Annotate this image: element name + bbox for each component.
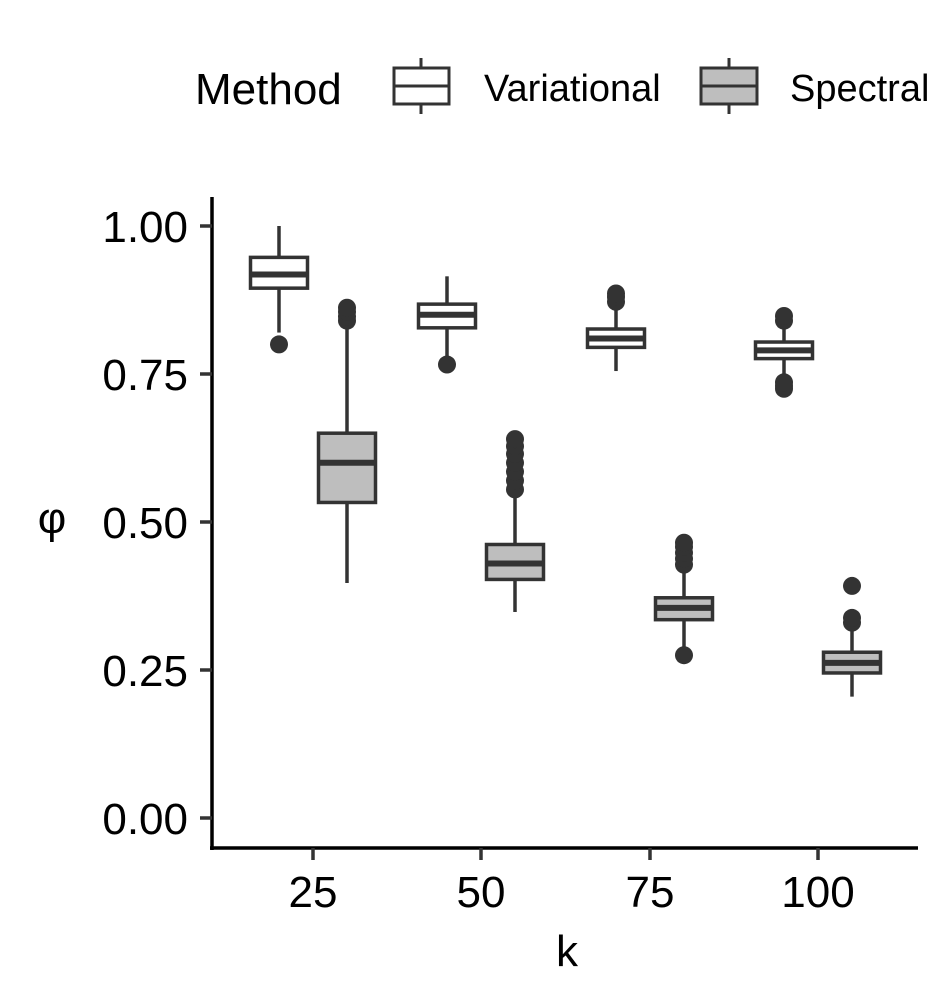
box-spectral-50	[484, 430, 546, 612]
box-variational-75	[585, 284, 647, 372]
legend-title: Method	[195, 65, 342, 114]
legend-label-variational: Variational	[484, 68, 661, 110]
x-tick-label: 75	[626, 868, 675, 917]
outlier-point	[843, 608, 861, 627]
y-tick-label: 0.25	[102, 647, 188, 696]
x-tick-label: 25	[289, 868, 338, 917]
outlier-point	[775, 373, 793, 392]
outlier-point	[438, 355, 456, 374]
axes: 0.00 0.25 0.50 0.75 1.00 25 50 75 100 k φ	[38, 197, 918, 976]
x-axis-label: k	[556, 927, 579, 976]
y-tick-label: 1.00	[102, 203, 188, 252]
y-tick-label: 0.00	[102, 795, 188, 844]
iqr-box	[316, 431, 378, 505]
outlier-point	[506, 430, 524, 449]
y-tick-label: 0.75	[102, 351, 188, 400]
legend: Method Variational Spectral	[195, 58, 929, 114]
legend-label-spectral: Spectral	[790, 68, 929, 110]
box-spectral-75	[653, 533, 715, 665]
legend-key-spectral	[699, 58, 759, 114]
outlier-point	[843, 576, 861, 595]
plot-area	[248, 226, 883, 697]
box-variational-100	[753, 306, 815, 398]
outlier-point	[270, 335, 288, 354]
box-variational-25	[248, 226, 310, 354]
outlier-point	[675, 533, 693, 552]
x-tick-label: 100	[781, 868, 854, 917]
x-tick-label: 50	[457, 868, 506, 917]
outlier-point	[675, 646, 693, 665]
legend-key-variational	[392, 58, 451, 114]
box-spectral-100	[821, 576, 883, 697]
y-tick-label: 0.50	[102, 499, 188, 548]
y-axis-label: φ	[38, 494, 67, 543]
box-variational-50	[416, 276, 478, 374]
outlier-point	[607, 284, 625, 303]
box-spectral-25	[316, 298, 378, 583]
outlier-point	[775, 306, 793, 325]
outlier-point	[338, 298, 356, 317]
